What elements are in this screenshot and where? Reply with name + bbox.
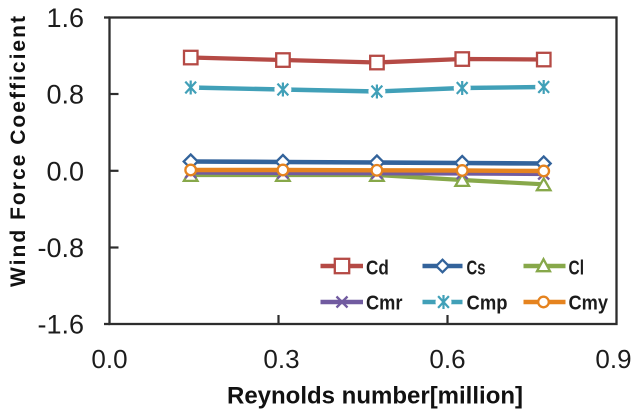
svg-text:0.0: 0.0 <box>91 344 127 374</box>
svg-text:-1.6: -1.6 <box>37 310 84 340</box>
svg-text:Reynolds number[million]: Reynolds number[million] <box>227 383 523 410</box>
svg-text:Wind Force Coefficient: Wind Force Coefficient <box>7 16 30 287</box>
svg-text:Cl: Cl <box>569 258 585 280</box>
svg-text:Cmr: Cmr <box>366 292 403 314</box>
svg-text:Cs: Cs <box>467 258 486 280</box>
svg-text:0.0: 0.0 <box>46 157 84 187</box>
svg-text:Cmy: Cmy <box>569 292 609 314</box>
svg-text:0.6: 0.6 <box>429 344 465 374</box>
svg-text:0.9: 0.9 <box>595 344 631 374</box>
svg-text:-0.8: -0.8 <box>37 233 84 263</box>
svg-text:Cmp: Cmp <box>467 292 508 314</box>
svg-text:1.6: 1.6 <box>46 3 84 33</box>
svg-text:0.8: 0.8 <box>46 80 84 110</box>
svg-text:Cd: Cd <box>366 258 389 280</box>
svg-text:0.3: 0.3 <box>263 344 299 374</box>
